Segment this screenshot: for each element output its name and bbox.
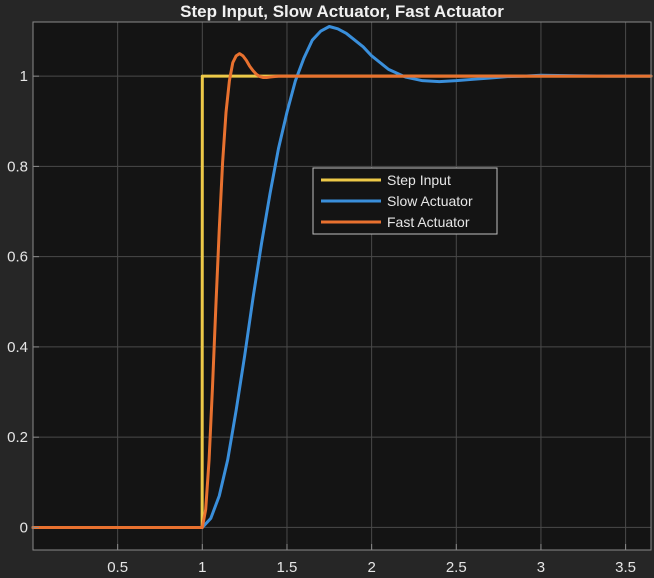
x-tick-label: 1.5 — [277, 559, 298, 576]
x-tick-label: 2.5 — [446, 559, 467, 576]
legend-label: Step Input — [387, 172, 451, 188]
plot-area — [33, 22, 651, 550]
legend-label: Slow Actuator — [387, 193, 473, 209]
x-tick-label: 2 — [367, 559, 375, 576]
series-line-fast-actuator — [31, 52, 653, 529]
x-tick-label: 1 — [198, 559, 206, 576]
y-tick-label: 0.4 — [7, 339, 28, 356]
y-tick-label: 0.2 — [7, 429, 28, 446]
legend: Step Input Slow Actuator Fast Actuator — [312, 167, 498, 235]
plot-frame — [32, 21, 652, 551]
y-tick-label: 0.6 — [7, 249, 28, 266]
x-tick-label: 3 — [537, 559, 545, 576]
x-tick-label: 0.5 — [107, 559, 128, 576]
y-tick-label: 0.8 — [7, 158, 28, 175]
y-tick-label: 0 — [20, 519, 28, 536]
tick-labels: 0.5 1 1.5 2 2.5 3 3.5 0 0.2 0.4 0.6 0.8 1 — [7, 68, 636, 576]
y-tick-label: 1 — [20, 68, 28, 85]
legend-label: Fast Actuator — [387, 214, 470, 230]
series-lines — [31, 25, 653, 529]
chart-title: Step Input, Slow Actuator, Fast Actuator — [180, 2, 504, 21]
x-tick-label: 3.5 — [615, 559, 636, 576]
